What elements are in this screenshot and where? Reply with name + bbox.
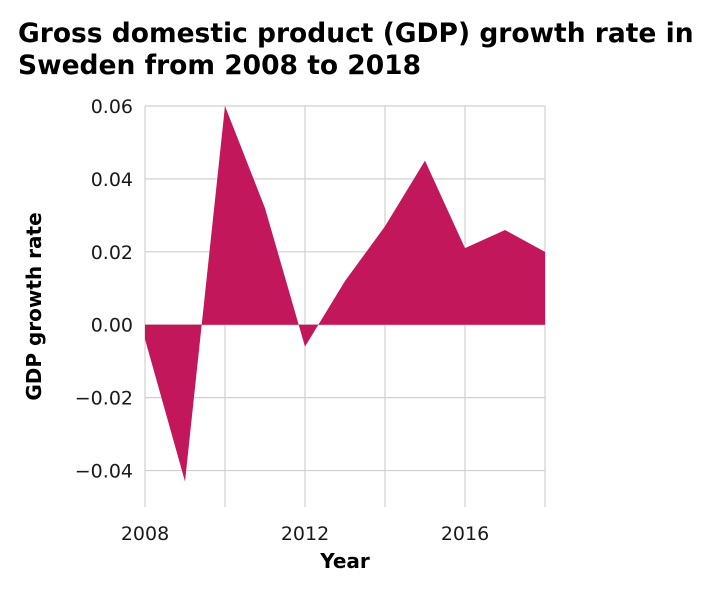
y-tick-label: 0.00 <box>91 315 133 337</box>
grid-lines <box>144 105 546 507</box>
y-tick-label: 0.06 <box>91 96 133 118</box>
y-tick-label: 0.02 <box>91 242 133 264</box>
y-tick-label: −0.04 <box>75 461 133 483</box>
x-axis-title: Year <box>319 549 370 573</box>
area-series <box>145 106 545 482</box>
tick-labels: −0.04 −0.02 0.00 0.02 0.04 0.06 2008 2012 2016 <box>75 96 489 545</box>
x-tick-label: 2016 <box>441 523 489 545</box>
y-tick-label: −0.02 <box>75 388 133 410</box>
x-tick-label: 2012 <box>281 523 329 545</box>
chart-title: Gross domestic product (GDP) growth rate… <box>18 18 694 81</box>
y-tick-label: 0.04 <box>91 169 133 191</box>
gdp-growth-area <box>145 106 545 482</box>
y-axis-title: GDP growth rate <box>22 212 46 400</box>
x-tick-label: 2008 <box>121 523 169 545</box>
